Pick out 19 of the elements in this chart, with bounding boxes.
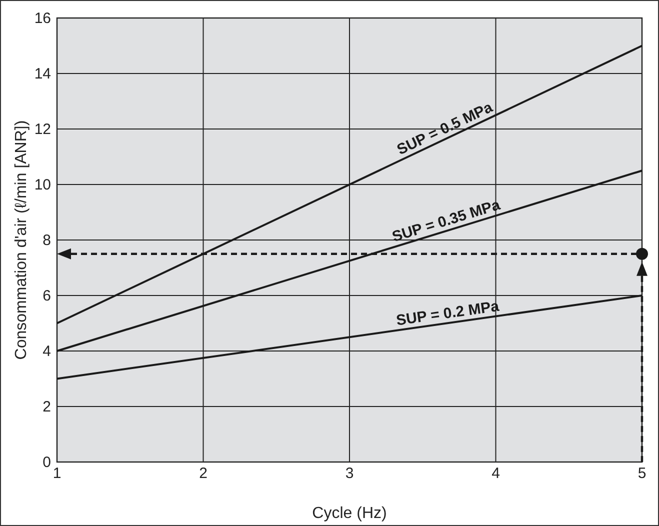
y-tick-label: 6 [42, 288, 51, 304]
y-tick-label: 8 [42, 232, 51, 249]
text: SUP = 0.35 MPa [390, 196, 503, 246]
y-tick-label: 4 [42, 343, 51, 360]
y-tick-label: 16 [34, 10, 51, 27]
x-tick-label: 4 [492, 465, 500, 482]
y-axis-title: Consommation d'air (ℓ/min [ANR]) [13, 120, 30, 360]
x-tick-label: 1 [52, 465, 62, 482]
y-tick-label: 10 [34, 176, 51, 194]
text: SUP = 0.5 MPa [394, 98, 496, 159]
x-tick-label: 5 [638, 465, 646, 482]
x-axis-title: Cycle (Hz) [312, 505, 387, 522]
y-tick-label: 14 [34, 66, 51, 82]
y-tick-label: 12 [34, 121, 51, 138]
x-tick-label: 3 [345, 465, 354, 482]
y-tick-label: 0 [42, 454, 51, 471]
text: SUP = 0.2 MPa [395, 298, 501, 330]
x-tick-label: 2 [199, 465, 208, 482]
y-tick-label: 2 [42, 398, 51, 416]
